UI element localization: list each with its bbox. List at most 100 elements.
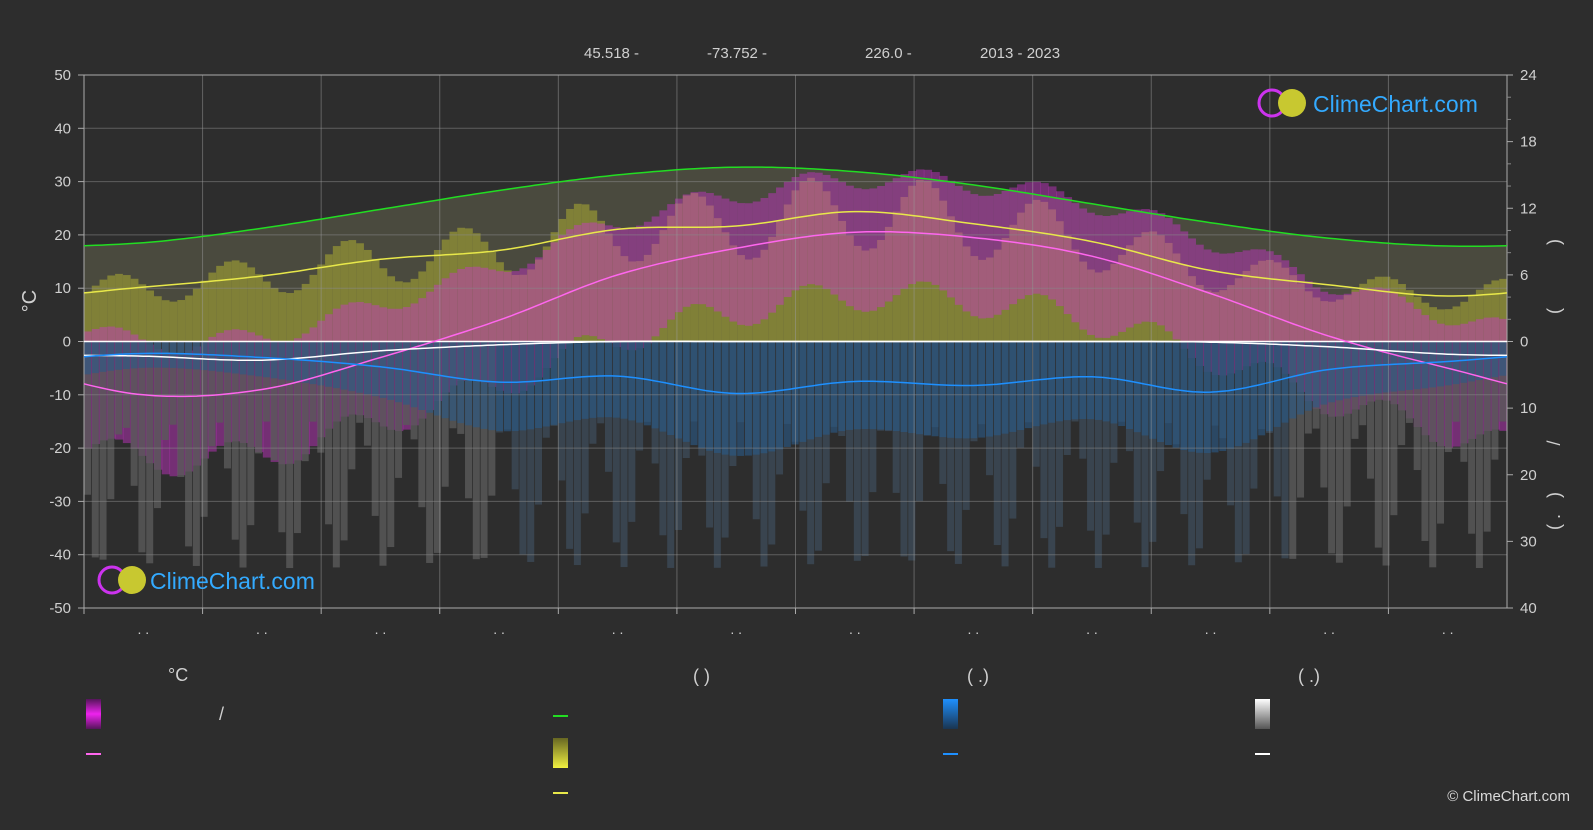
precipitation-bar [1297, 341, 1305, 498]
rain-bar [278, 341, 286, 380]
sunshine-bar [744, 259, 754, 342]
sunshine-bar [923, 180, 933, 342]
temperature-range-bar [752, 201, 762, 324]
temperature-range-bar [830, 178, 839, 295]
sunshine-bar [573, 203, 583, 342]
rain-bar [216, 341, 224, 372]
rain-bar [1219, 341, 1227, 451]
sunshine-bar [1382, 276, 1391, 342]
sunshine-bar [1475, 289, 1485, 342]
precipitation-bar [1460, 341, 1468, 462]
rain-bar [433, 341, 441, 416]
sunshine-bar [776, 220, 785, 342]
sunshine-bar [597, 220, 606, 342]
sunshine-bar [768, 236, 777, 342]
temperature-range-bar [776, 187, 785, 305]
temperature-range-bar [620, 228, 629, 350]
rain-bar [651, 341, 659, 429]
temperature-range-bar [1063, 197, 1073, 315]
legend-rain-range-swatch [943, 699, 958, 729]
precipitation-bar [1055, 341, 1063, 527]
sunshine-bar [939, 200, 948, 342]
sunshine-bar [387, 276, 396, 342]
temperature-range-bar [1203, 249, 1213, 372]
rain-bar [542, 341, 550, 427]
precipitation-bar [472, 341, 480, 560]
rain-bar [807, 341, 815, 440]
rain-bar [760, 341, 768, 454]
sunshine-bar [1188, 276, 1197, 342]
right-top-tick-label: 0 [1520, 334, 1528, 351]
sunshine-bar [1079, 261, 1088, 342]
daylight-bar [387, 207, 396, 342]
rain-bar [301, 341, 309, 383]
rain-bar [1250, 341, 1258, 440]
temperature-range-bar [1071, 203, 1080, 323]
precipitation-bar [1328, 341, 1336, 554]
rain-bar [410, 341, 418, 408]
sunshine-bar [1017, 212, 1026, 342]
rain-bar [1195, 341, 1203, 453]
left-tick-label: 0 [63, 334, 71, 351]
temperature-range-bar [838, 182, 847, 301]
precipitation-bar [1468, 341, 1476, 534]
sunshine-bar [527, 269, 536, 342]
sunshine-bar [1468, 295, 1477, 342]
rain-bar [682, 341, 690, 442]
rain-bar [185, 341, 193, 369]
precipitation-bar [153, 341, 161, 509]
rain-bar [1017, 341, 1025, 431]
rain-bar [1055, 341, 1063, 422]
daylight-bar [628, 173, 637, 342]
rain-bar [986, 341, 994, 437]
temperature-range-bar [1180, 231, 1189, 349]
temperature-range-bar [931, 172, 940, 285]
chart-header: 45.518 - -73.752 - 226.0 - 2013 - 2023 [584, 45, 1060, 62]
temperature-range-bar [760, 198, 769, 320]
precipitation-bar [395, 341, 403, 478]
rain-bar [1102, 341, 1110, 422]
sunshine-bar [91, 285, 101, 342]
rain-bar [1312, 341, 1320, 408]
rain-bar [177, 341, 185, 369]
right-bottom-tick-label: 40 [1520, 600, 1537, 617]
rain-bar [1398, 341, 1406, 391]
temperature-range-bar [846, 185, 855, 307]
rain-bar [325, 341, 333, 387]
temperature-range-bar [1273, 254, 1282, 368]
temperature-range-bar [1017, 184, 1026, 299]
rain-bar [550, 341, 558, 425]
temperature-range-bar [1149, 210, 1158, 323]
precipitation-bar [1001, 341, 1009, 567]
precipitation-bar [900, 341, 908, 557]
daylight-bar [410, 203, 419, 342]
sunshine-bar [1048, 209, 1057, 342]
rain-bar [1149, 341, 1157, 439]
sunshine-bar [1483, 284, 1492, 342]
precipitation-bar [573, 341, 581, 566]
sunshine-bar [99, 279, 108, 342]
rain-bar [496, 341, 504, 431]
rain-bar [1460, 341, 1468, 383]
sunshine-bar [1499, 278, 1508, 342]
sunshine-bar [604, 233, 614, 342]
precipitation-bar [908, 341, 916, 561]
daylight-bar [503, 189, 513, 342]
sunshine-bar [216, 265, 225, 342]
sunshine-bar [1149, 231, 1158, 342]
rain-bar [954, 341, 962, 439]
daylight-bar [177, 239, 186, 342]
rain-bar [1118, 341, 1126, 427]
right-bottom-tick-label: 30 [1520, 533, 1537, 550]
sunshine-bar [822, 191, 831, 342]
precipitation-bar [1413, 341, 1421, 471]
temperature-range-bar [706, 193, 715, 307]
precipitation-bar [371, 341, 379, 516]
rain-bar [1343, 341, 1351, 399]
temperature-range-bar [465, 266, 474, 380]
daylight-bar [1203, 222, 1213, 342]
sunshine-bar [231, 260, 241, 342]
sunshine-bar [760, 249, 769, 342]
rain-bar [1273, 341, 1281, 427]
temperature-range-bar [667, 204, 676, 320]
